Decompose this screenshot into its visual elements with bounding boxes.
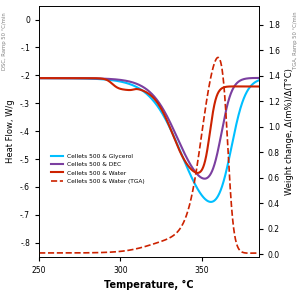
- Text: DSC, Ramp 50 °C/min: DSC, Ramp 50 °C/min: [2, 12, 7, 70]
- Y-axis label: Weight change, Δ(m%)/Δ(T°C): Weight change, Δ(m%)/Δ(T°C): [285, 68, 294, 194]
- Text: TGA, Ramp 50 °C/min: TGA, Ramp 50 °C/min: [293, 12, 298, 70]
- Legend: Cellets 500 & Glycerol, Cellets 500 & DEC, Cellets 500 & Water, Cellets 500 & Wa: Cellets 500 & Glycerol, Cellets 500 & DE…: [49, 152, 147, 186]
- X-axis label: Temperature, °C: Temperature, °C: [104, 280, 194, 290]
- Y-axis label: Heat Flow, W/g: Heat Flow, W/g: [6, 99, 15, 163]
